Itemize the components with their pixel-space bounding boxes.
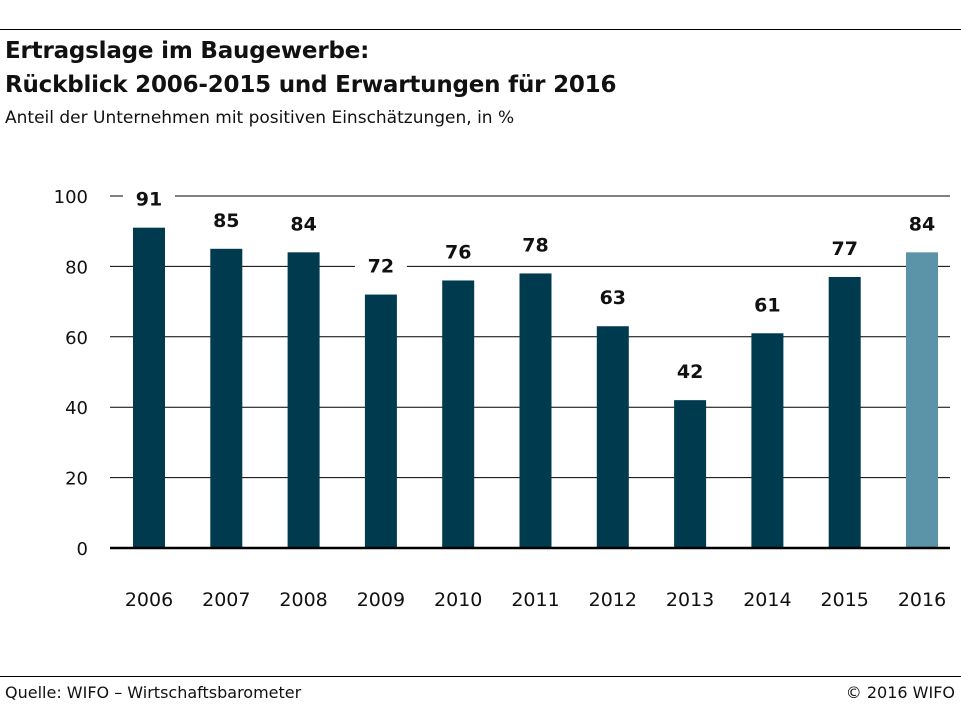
bar-2016 [906,252,938,548]
x-tick-label: 2011 [511,589,559,611]
x-tick-label: 2014 [743,589,791,611]
x-tick-label: 2015 [821,589,869,611]
data-label: 91 [136,189,162,211]
chart-subtitle: Anteil der Unternehmen mit positiven Ein… [5,108,515,128]
data-label: 61 [754,294,780,316]
data-label: 72 [368,256,394,278]
data-label: 77 [831,238,857,260]
y-tick-label: 20 [65,469,88,490]
data-label: 63 [600,287,626,309]
x-tick-label: 2007 [202,589,250,611]
data-label-background [509,229,562,258]
y-tick-label: 100 [54,187,88,208]
data-label: 42 [677,361,703,383]
data-label: 85 [213,210,239,232]
x-tick-label: 2013 [666,589,714,611]
data-label-background [123,183,175,212]
x-tick-label: 2008 [279,589,327,611]
data-label-background [664,356,717,385]
y-tick-label: 60 [65,328,88,349]
data-label-background [586,282,639,311]
bar-2014 [751,333,784,548]
data-label: 84 [909,213,935,235]
bar-2010 [442,280,475,548]
data-label-background [432,236,485,265]
source-note: Quelle: WIFO – Wirtschaftsbarometer [5,683,302,702]
y-tick-label: 40 [65,398,88,419]
data-label-background [818,232,871,261]
data-label-background [741,289,794,318]
data-label-background [354,250,407,279]
x-tick-label: 2010 [434,589,482,611]
data-label-background [200,204,253,233]
bar-2012 [596,326,629,548]
bar-2008 [287,252,320,548]
x-tick-label: 2016 [898,589,946,611]
bar-2006 [133,227,165,548]
x-tick-label: 2012 [589,589,637,611]
bar-2009 [364,294,397,548]
data-label: 78 [522,234,548,256]
y-tick-label: 0 [77,539,88,560]
bottom-rule [0,676,961,677]
x-tick-label: 2006 [125,589,173,611]
data-label-background [277,208,330,237]
bar-2015 [828,276,861,548]
bar-2011 [519,273,552,548]
top-rule [0,29,961,30]
data-label: 76 [445,241,471,263]
data-label: 84 [290,213,316,235]
data-label-background [896,208,948,237]
x-tick-label: 2009 [357,589,405,611]
chart-title-line2: Rückblick 2006-2015 und Erwartungen für … [5,72,617,98]
bar-2007 [210,248,243,549]
bar-chart: 0 20 40 60 80 100 91 2006 85 2007 84 2008 72 2009 76 20… [53,183,950,611]
copyright-note: © 2016 WIFO [845,683,955,702]
y-tick-label: 80 [65,257,88,278]
chart-title-line1: Ertragslage im Baugewerbe: [5,38,370,64]
bar-2013 [674,400,707,548]
